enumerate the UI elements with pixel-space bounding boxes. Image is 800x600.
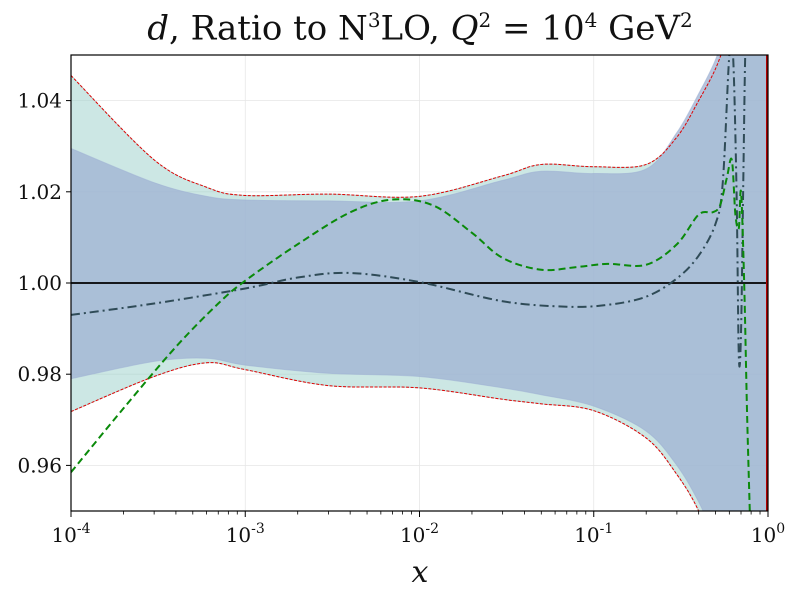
title-prefix: , Ratio to N <box>169 8 368 49</box>
series-dashed-green <box>71 157 751 511</box>
title-order-sup: 3 <box>367 8 381 32</box>
x-tick-label: 10-2 <box>400 521 439 547</box>
x-tick-label: 10-1 <box>574 521 613 547</box>
title-q-sup: 2 <box>478 8 492 32</box>
y-tick-label: 0.96 <box>17 453 62 477</box>
title-scale-sup: 4 <box>584 8 598 32</box>
axis-ticks: 0.96 0.98 1.00 1.02 1.04 10-4 10-3 10-2 10-1 100 <box>17 89 785 547</box>
y-tick-label: 0.98 <box>17 362 62 386</box>
x-axis-label: x <box>412 555 429 590</box>
x-tick-label: 100 <box>751 521 785 547</box>
series-dashdot <box>71 55 747 368</box>
y-tick-label: 1.02 <box>17 180 62 204</box>
outer-band-edge-lower <box>71 362 700 511</box>
title-order-suffix: LO, <box>380 8 451 49</box>
title-q-symbol: Q <box>450 8 479 49</box>
chart-title: d, Ratio to N3LO, Q2 = 104 GeV2 <box>0 8 800 48</box>
y-tick-label: 1.04 <box>17 89 62 113</box>
x-tick-label: 10-3 <box>226 521 265 547</box>
x-tick-label: 10-4 <box>51 521 90 547</box>
title-unit-sup: 2 <box>680 8 693 32</box>
series-lines <box>71 55 768 511</box>
title-symbol: d <box>147 8 170 49</box>
title-unit: GeV <box>597 8 680 49</box>
title-equals: = 10 <box>491 8 585 49</box>
y-tick-label: 1.00 <box>17 271 62 295</box>
outer-band-edge-upper <box>71 55 722 198</box>
